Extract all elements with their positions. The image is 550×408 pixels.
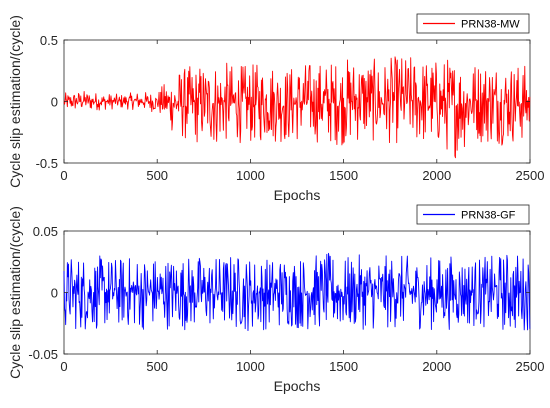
x-tick-label: 2500 [516, 359, 545, 374]
legend-box [416, 204, 530, 225]
y-tick-label: -0.05 [28, 347, 58, 362]
chart-panel-1: PRN38-MW0 500 1000 1500 2000 2500-0.500.5Epoc… [7, 13, 545, 203]
chart-panel-2: PRN38-GF0 500 1000 1500 2000 2500-0.0500.05Ep… [7, 204, 545, 394]
y-axis-label: Cycle slip estimation/(cycle) [7, 15, 23, 188]
y-tick-label: 0 [51, 95, 58, 110]
x-tick-label: 500 [146, 359, 168, 374]
y-tick-label: 0.5 [40, 33, 58, 48]
x-tick-label: 0 [60, 359, 67, 374]
x-tick-label: 1000 [236, 359, 265, 374]
x-tick-label: 2500 [516, 168, 545, 183]
series-line-prn38-mw [63, 56, 531, 159]
y-axis-label: Cycle slip estimation/(cycle) [7, 206, 23, 379]
x-tick-label: 2000 [422, 359, 451, 374]
x-tick-label: 1500 [329, 168, 358, 183]
legend-label: PRN38-GF [461, 210, 516, 222]
y-tick-label: 0.05 [33, 224, 58, 239]
x-axis-label: Epochs [274, 187, 321, 203]
legend-box [416, 13, 530, 34]
series-line-prn38-gf [63, 252, 531, 332]
y-tick-label: -0.5 [36, 156, 58, 171]
x-tick-label: 0 [60, 168, 67, 183]
x-tick-label: 2000 [422, 168, 451, 183]
legend-label: PRN38-MW [461, 19, 520, 31]
x-tick-label: 1000 [236, 168, 265, 183]
x-axis-label: Epochs [274, 378, 321, 394]
y-tick-label: 0 [51, 286, 58, 301]
x-tick-label: 500 [146, 168, 168, 183]
x-tick-label: 1500 [329, 359, 358, 374]
